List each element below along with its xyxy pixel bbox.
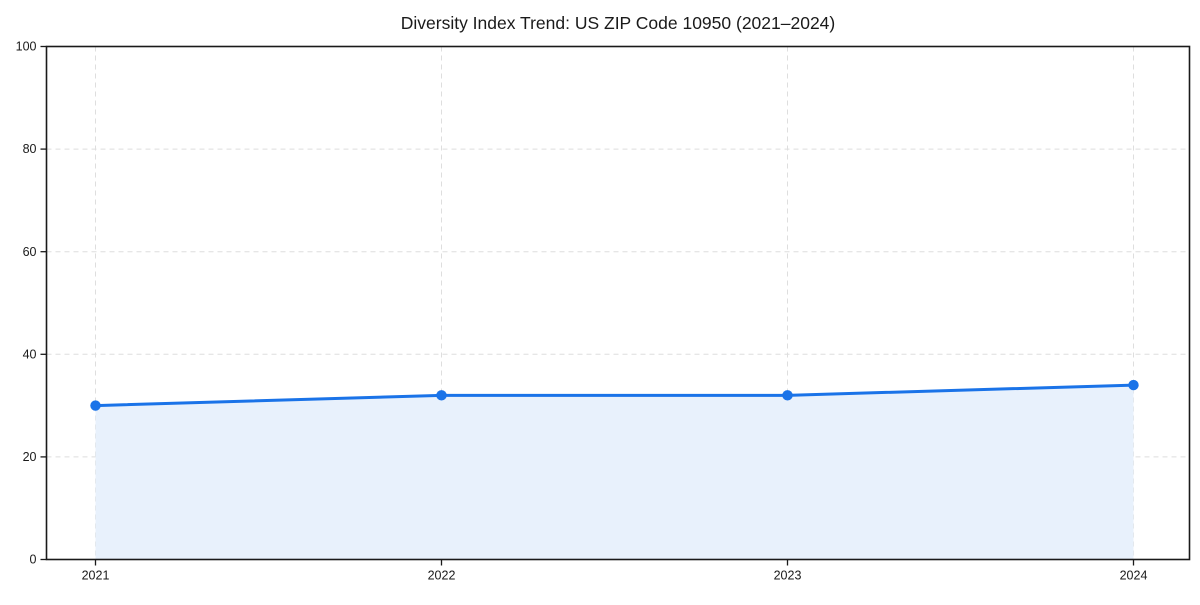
- area-fill: [95, 385, 1134, 560]
- trend-line: [94, 383, 1135, 408]
- data-point-markers: [90, 379, 1139, 411]
- y-tick-label-100: 100: [16, 40, 37, 54]
- trend-line-layer: [94, 383, 1135, 408]
- x-tick-label-2022: 2022: [428, 569, 456, 583]
- y-tick-label-20: 20: [23, 450, 37, 464]
- axis-tick-marks: [40, 45, 1135, 566]
- x-axis-tick-labels: 2021 2022 2023 2024: [82, 569, 1148, 583]
- x-tick-label-2021: 2021: [82, 569, 110, 583]
- x-tick-label-2024: 2024: [1120, 569, 1148, 583]
- chart-title: Diversity Index Trend: US ZIP Code 10950…: [401, 13, 836, 33]
- data-point-2022: [436, 390, 447, 401]
- y-axis-tick-labels: 0 20 40 60 80 100: [16, 40, 37, 567]
- plot-border: [45, 45, 1191, 561]
- x-tick-label-2023: 2023: [774, 569, 802, 583]
- y-tick-label-0: 0: [30, 553, 37, 567]
- y-tick-label-60: 60: [23, 245, 37, 259]
- data-point-2021: [90, 400, 101, 411]
- data-point-2023: [782, 390, 793, 401]
- y-tick-label-40: 40: [23, 347, 37, 361]
- data-point-2024: [1128, 379, 1139, 391]
- area-fill-layer: [95, 385, 1134, 560]
- y-tick-label-80: 80: [23, 142, 37, 156]
